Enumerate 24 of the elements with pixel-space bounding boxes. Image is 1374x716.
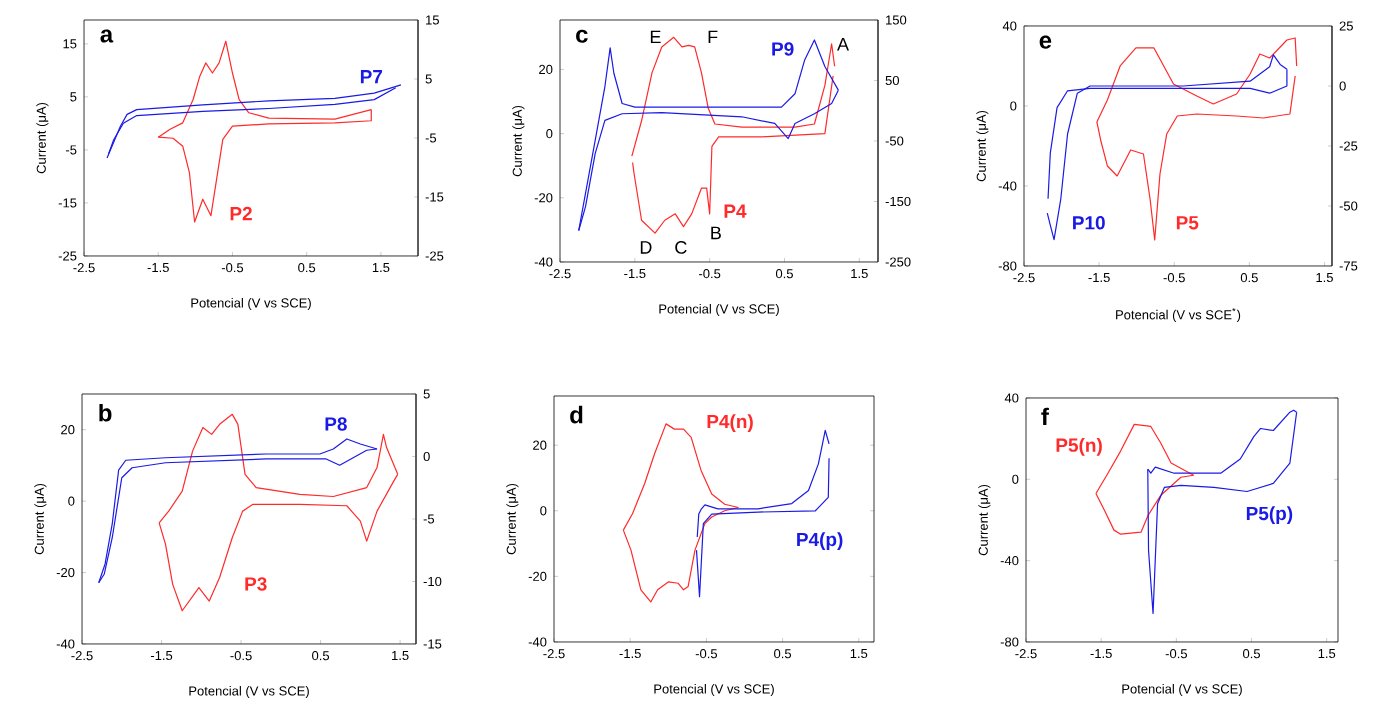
- annotation: B: [711, 226, 721, 240]
- series-label: P5(n): [1056, 437, 1102, 456]
- text: P5: [1176, 216, 1199, 230]
- series-label: P4(n): [707, 414, 753, 432]
- chart-title: c: [576, 29, 588, 43]
- annotation: A: [837, 37, 850, 51]
- series-label: P9: [772, 42, 794, 56]
- series-label: P7: [360, 70, 383, 84]
- annotation: D: [640, 241, 652, 254]
- chart-title: e: [1039, 35, 1052, 49]
- text: P5(p): [1246, 506, 1293, 524]
- series-label: P4(p): [797, 532, 843, 550]
- chart-title: a: [100, 29, 114, 43]
- series-label: P8: [325, 417, 347, 431]
- text: P2: [230, 206, 252, 221]
- annotation: E: [650, 30, 661, 44]
- annotation: F: [708, 30, 718, 44]
- series-label: P10: [1073, 216, 1105, 230]
- chart-title: f: [1041, 407, 1049, 426]
- chart-title: b: [99, 403, 112, 422]
- chart-title: d: [570, 405, 583, 424]
- text: P4: [724, 204, 747, 218]
- annotation: C: [675, 241, 687, 254]
- text: P3: [245, 577, 267, 591]
